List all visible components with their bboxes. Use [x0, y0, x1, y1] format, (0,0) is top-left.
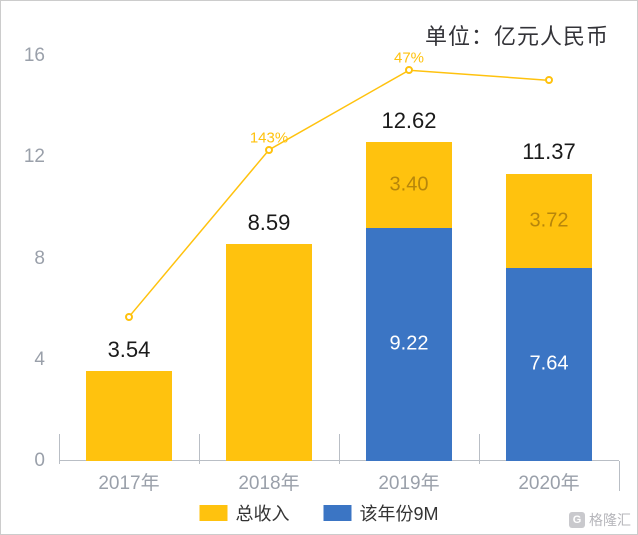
x-tick-label: 2018年 [199, 468, 339, 495]
legend-item-total: 总收入 [199, 500, 289, 526]
legend-item-9m: 该年份9M [323, 500, 438, 526]
y-tick-label: 16 [24, 45, 45, 67]
bar-segment-label: 3.72 [530, 209, 569, 232]
x-tick-label: 2017年 [59, 468, 199, 495]
bar-total-label: 11.37 [522, 139, 575, 165]
watermark-icon: G [569, 512, 585, 528]
y-tick-label: 4 [34, 349, 45, 371]
bar-segment-label: 9.22 [390, 333, 429, 356]
bar-total-label: 3.54 [108, 337, 151, 363]
legend: 总收入 该年份9M [199, 500, 438, 526]
bar-segment-label: 7.64 [530, 353, 569, 376]
legend-label-total: 总收入 [235, 500, 289, 526]
legend-swatch-total [199, 505, 227, 521]
y-tick-label: 0 [34, 450, 45, 472]
line-marker [265, 146, 273, 154]
line-marker [405, 66, 413, 74]
line-marker-label: 47% [394, 50, 424, 67]
bar-segment-total [86, 371, 173, 461]
bar-total-label: 12.62 [381, 108, 436, 134]
legend-swatch-9m [323, 505, 351, 521]
watermark-text: 格隆汇 [589, 510, 631, 530]
line-marker [125, 313, 133, 321]
watermark: G 格隆汇 [569, 510, 631, 530]
line-marker [545, 76, 553, 84]
y-tick-label: 12 [24, 146, 45, 168]
bar-segment-total [226, 244, 313, 461]
line-marker-label: 143% [250, 129, 288, 146]
chart-container: 单位：亿元人民币 04812162017年3.542018年8.592019年9… [0, 0, 638, 535]
y-tick-label: 8 [34, 248, 45, 270]
x-tick-label: 2020年 [479, 468, 619, 495]
x-tick-label: 2019年 [339, 468, 479, 495]
legend-label-9m: 该年份9M [359, 500, 438, 526]
bar-total-label: 8.59 [248, 210, 291, 236]
plot-area: 04812162017年3.542018年8.592019年9.223.4012… [59, 31, 619, 461]
bar-segment-label: 3.40 [390, 173, 429, 196]
